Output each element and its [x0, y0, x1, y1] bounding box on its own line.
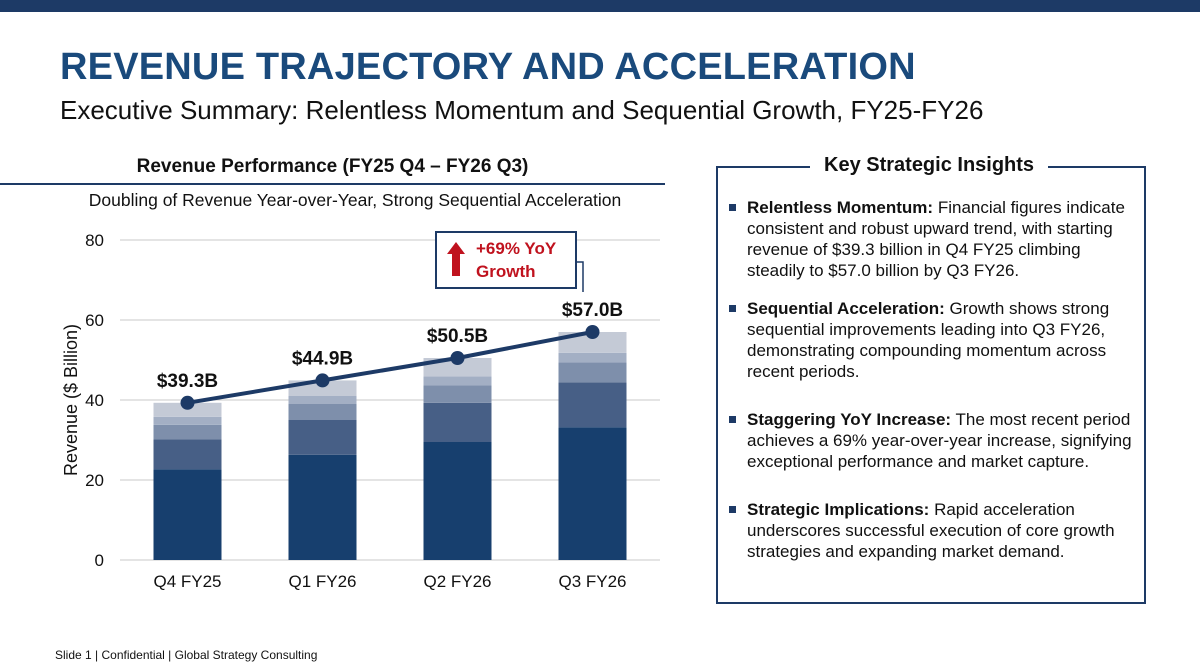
chart-subtitle: Doubling of Revenue Year-over-Year, Stro…	[88, 190, 622, 210]
x-tick-label: Q4 FY25	[153, 572, 221, 591]
insight-heading: Relentless Momentum:	[747, 198, 934, 217]
bar-segment	[288, 454, 357, 560]
insight-text: Financial figures indicate consistent an…	[747, 198, 1125, 280]
y-tick-label: 60	[85, 311, 104, 330]
data-label: $57.0B	[562, 300, 623, 321]
y-tick-label: 40	[85, 391, 104, 410]
bar-segment	[423, 402, 492, 442]
bar-segment	[423, 385, 492, 403]
insight-heading: Strategic Implications:	[747, 500, 930, 519]
bar-segment	[153, 469, 222, 560]
up-arrow-icon	[447, 242, 465, 276]
insight-heading: Sequential Acceleration:	[747, 299, 945, 318]
x-tick-label: Q3 FY26	[558, 572, 626, 591]
insight-text: The most recent period achieves a 69% ye…	[747, 410, 1132, 471]
bar-segment	[423, 442, 492, 560]
callout-connector	[576, 261, 584, 292]
page-title: REVENUE TRAJECTORY AND ACCELERATION	[60, 46, 916, 88]
insight-item: Staggering YoY Increase: The most recent…	[727, 409, 1137, 472]
x-tick-label: Q1 FY26	[288, 572, 356, 591]
bar-segment	[153, 424, 222, 440]
top-accent-bar	[0, 0, 1200, 12]
x-tick-label: Q2 FY26	[423, 572, 491, 591]
insights-list: Relentless Momentum: Financial figures i…	[727, 197, 1137, 579]
bar-segment	[153, 439, 222, 470]
y-tick-label: 20	[85, 471, 104, 490]
bar-segment	[558, 382, 627, 428]
bar-segment	[558, 352, 627, 363]
bar-segment	[558, 362, 627, 383]
insight-text: Growth shows strong sequential improveme…	[747, 299, 1110, 381]
insight-heading: Staggering YoY Increase:	[747, 410, 952, 429]
bullet-icon	[729, 506, 736, 513]
insights-panel	[716, 166, 1146, 604]
callout-text: Growth	[476, 262, 536, 281]
revenue-chart: 0 20 40 60 80 Revenue ($ Billion) Q4 FY25 Q1 FY…	[61, 231, 660, 591]
trend-point	[315, 373, 330, 388]
bullet-icon	[729, 305, 736, 312]
insight-item: Strategic Implications: Rapid accelerati…	[727, 499, 1137, 562]
bullet-icon	[729, 204, 736, 211]
bar-segment	[153, 416, 222, 425]
trend-point	[450, 351, 465, 365]
bar-segment	[288, 396, 357, 404]
bar-segment	[558, 427, 627, 560]
insight-item: Sequential Acceleration: Growth shows st…	[727, 298, 1137, 382]
insights-title: Key Strategic Insights	[810, 154, 1049, 177]
chart-title: Revenue Performance (FY25 Q4 – FY26 Q3)	[136, 156, 529, 177]
insight-item: Relentless Momentum: Financial figures i…	[727, 197, 1137, 281]
callout-text: +69% YoY	[476, 239, 557, 258]
page-subtitle: Executive Summary: Relentless Momentum a…	[60, 95, 984, 125]
bullet-icon	[729, 416, 736, 423]
y-tick-label: 0	[95, 551, 104, 570]
trend-point	[180, 395, 195, 410]
chart-title-rule	[0, 183, 665, 185]
insight-text: Rapid acceleration underscores successfu…	[747, 500, 1115, 561]
y-tick-label: 80	[85, 231, 104, 250]
bar-segment	[288, 420, 357, 455]
data-label: $44.9B	[292, 348, 353, 369]
data-label: $50.5B	[427, 326, 488, 347]
trend-line	[185, 330, 595, 405]
bar-segment	[423, 376, 492, 386]
footer-text: Slide 1 | Confidential | Global Strategy…	[55, 648, 318, 662]
y-axis-title: Revenue ($ Billion)	[61, 324, 81, 476]
bar-segment	[288, 404, 357, 420]
trend-point	[585, 325, 600, 339]
data-label: $39.3B	[157, 371, 218, 392]
